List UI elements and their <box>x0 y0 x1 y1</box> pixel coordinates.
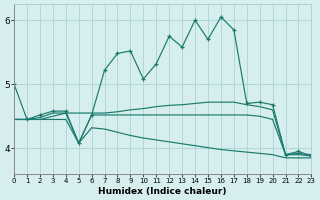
X-axis label: Humidex (Indice chaleur): Humidex (Indice chaleur) <box>99 187 227 196</box>
